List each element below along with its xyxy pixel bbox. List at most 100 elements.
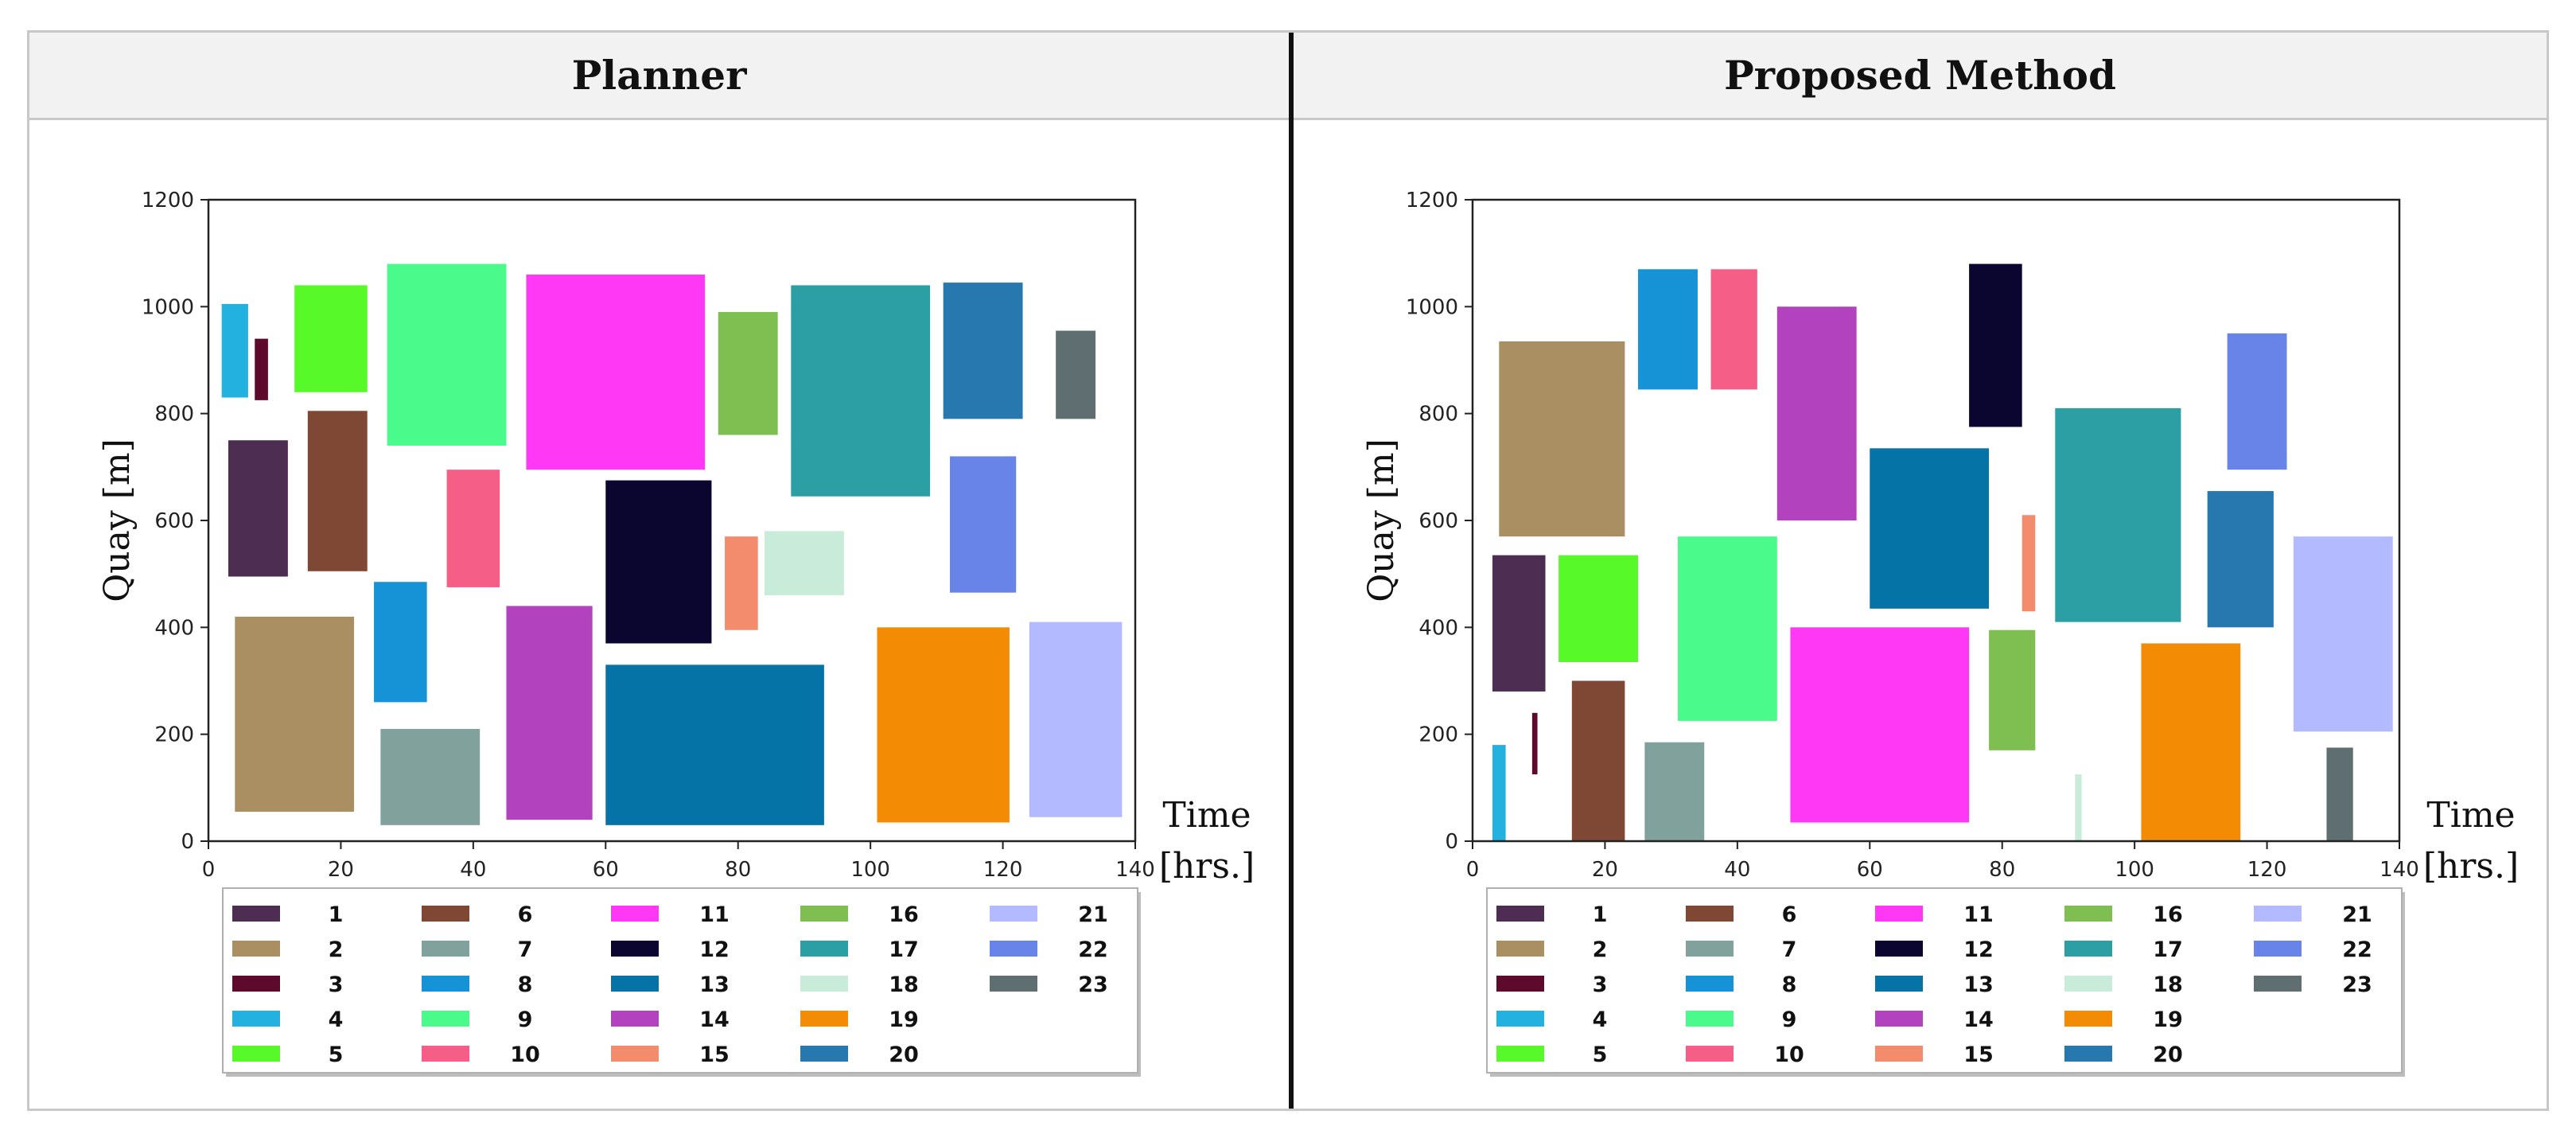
proposed-block-10	[1710, 269, 1757, 390]
proposed-legend-swatch-14	[1875, 1011, 1923, 1027]
proposed-legend-label-13: 13	[1963, 972, 1994, 997]
planner-block-19	[877, 627, 1010, 823]
planner-legend-label-17: 17	[889, 937, 919, 962]
proposed-block-8	[1638, 269, 1698, 390]
proposed-block-7	[1644, 742, 1705, 841]
proposed-block-3	[1531, 712, 1538, 775]
planner-legend-label-9: 9	[518, 1007, 533, 1032]
proposed-legend-swatch-2	[1496, 941, 1544, 957]
proposed-legend-label-2: 2	[1593, 937, 1608, 962]
proposed-legend-swatch-21	[2254, 906, 2302, 922]
proposed-y-tick-label-1200: 1200	[1406, 189, 1458, 212]
planner-y-tick-label-600: 600	[154, 509, 194, 533]
proposed-legend-swatch-20	[2064, 1046, 2112, 1062]
planner-legend-swatch-3	[232, 976, 280, 992]
planner-legend-swatch-16	[800, 906, 848, 922]
planner-x-tick-label-40: 40	[460, 858, 486, 882]
planner-legend-swatch-10	[422, 1046, 469, 1062]
proposed-legend-swatch-6	[1686, 906, 1734, 922]
planner-block-5	[294, 285, 368, 392]
proposed-block-21	[2293, 536, 2393, 732]
planner-y-tick-label-400: 400	[154, 616, 194, 640]
planner-legend-swatch-22	[990, 941, 1037, 957]
proposed-legend-swatch-10	[1686, 1046, 1734, 1062]
proposed-legend-label-18: 18	[2153, 972, 2183, 997]
proposed-legend-label-15: 15	[1963, 1043, 1994, 1067]
proposed-x-tick-label-20: 20	[1592, 858, 1618, 882]
planner-legend-label-12: 12	[699, 937, 730, 962]
planner-x-axis-title-line-1: Time	[1162, 795, 1251, 836]
planner-x-tick-label-120: 120	[983, 858, 1023, 882]
planner-block-18	[765, 531, 844, 596]
planner-legend-label-3: 3	[329, 972, 344, 997]
planner-block-17	[791, 285, 931, 497]
planner-legend-swatch-12	[611, 941, 659, 957]
planner-block-7	[380, 728, 481, 825]
proposed-x-axis-title-line-2: [hrs.]	[2423, 846, 2519, 887]
planner-legend-label-4: 4	[329, 1007, 344, 1032]
planner-legend-swatch-17	[800, 941, 848, 957]
proposed-legend-swatch-22	[2254, 941, 2302, 957]
proposed-y-tick-label-400: 400	[1418, 616, 1458, 640]
planner-block-8	[374, 582, 427, 703]
proposed-x-axis-title: Time [hrs.]	[2423, 795, 2519, 887]
planner-y-tick-label-800: 800	[154, 403, 194, 427]
proposed-block-12	[1969, 263, 2022, 427]
proposed-legend-swatch-1	[1496, 906, 1544, 922]
proposed-legend-swatch-16	[2064, 906, 2112, 922]
proposed-legend-box	[1486, 887, 2403, 1074]
proposed-legend-swatch-15	[1875, 1046, 1923, 1062]
planner-legend-label-1: 1	[329, 902, 344, 927]
proposed-legend-label-10: 10	[1774, 1043, 1804, 1067]
proposed-legend-label-21: 21	[2342, 902, 2372, 927]
proposed-y-tick-label-200: 200	[1418, 723, 1458, 747]
proposed-legend-label-22: 22	[2342, 937, 2372, 962]
proposed-block-18	[2075, 774, 2082, 841]
proposed-legend-label-19: 19	[2153, 1007, 2183, 1032]
proposed-x-tick-label-60: 60	[1857, 858, 1883, 882]
proposed-y-tick-label-1000: 1000	[1406, 295, 1458, 319]
proposed-y-tick-label-800: 800	[1418, 403, 1458, 427]
planner-legend-box	[222, 887, 1138, 1074]
planner-legend-swatch-14	[611, 1011, 659, 1027]
proposed-block-17	[2055, 407, 2181, 622]
planner-legend-label-20: 20	[889, 1043, 919, 1067]
proposed-legend-swatch-3	[1496, 976, 1544, 992]
planner-legend-label-16: 16	[889, 902, 919, 927]
proposed-legend-swatch-18	[2064, 976, 2112, 992]
proposed-y-tick-label-0: 0	[1445, 830, 1458, 854]
proposed-legend-label-11: 11	[1963, 902, 1994, 927]
planner-block-6	[307, 411, 368, 571]
planner-block-14	[506, 606, 593, 820]
planner-block-20	[943, 283, 1023, 419]
proposed-block-15	[2021, 515, 2036, 612]
proposed-legend-label-1: 1	[1593, 902, 1608, 927]
proposed-legend-swatch-5	[1496, 1046, 1544, 1062]
proposed-block-23	[2326, 747, 2353, 841]
planner-chart: 0 20 40 60 80 100 120 140020040060080010001200Q…	[97, 189, 1255, 1077]
planner-legend-label-14: 14	[699, 1007, 730, 1032]
planner-block-4	[221, 303, 248, 398]
proposed-x-tick-label-140: 140	[2379, 858, 2419, 882]
planner-block-11	[526, 275, 706, 470]
planner-legend-swatch-4	[232, 1011, 280, 1027]
planner-block-23	[1056, 330, 1096, 419]
proposed-legend-label-12: 12	[1963, 937, 1994, 962]
proposed-legend-label-5: 5	[1593, 1043, 1608, 1067]
planner-legend-label-13: 13	[699, 972, 730, 997]
proposed-block-22	[2227, 333, 2287, 470]
proposed-legend-label-16: 16	[2153, 902, 2183, 927]
planner-legend-label-21: 21	[1078, 902, 1108, 927]
proposed-block-20	[2207, 491, 2274, 628]
planner-block-10	[446, 470, 500, 587]
proposed-legend-label-9: 9	[1782, 1007, 1797, 1032]
column-header-proposed-method: Proposed Method	[1294, 33, 2547, 120]
proposed-method-chart: 0 20 40 60 80 100 120 140020040060080010001200Q…	[1361, 189, 2519, 1077]
proposed-legend-label-7: 7	[1782, 937, 1797, 962]
proposed-block-5	[1558, 555, 1639, 662]
proposed-x-tick-label-40: 40	[1724, 858, 1750, 882]
proposed-x-tick-label-100: 100	[2115, 858, 2154, 882]
proposed-legend-swatch-13	[1875, 976, 1923, 992]
planner-legend-label-2: 2	[329, 937, 344, 962]
planner-legend-swatch-21	[990, 906, 1037, 922]
